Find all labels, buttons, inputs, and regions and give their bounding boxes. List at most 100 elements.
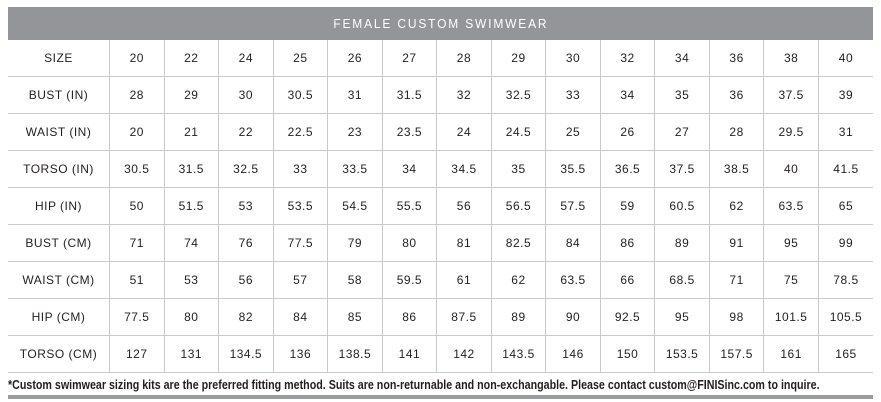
table-cell: 95 xyxy=(763,224,819,262)
table-row: WAIST (IN) 20 21 22 22.5 23 23.5 24 24.5 25 26 27 28… xyxy=(8,113,873,151)
table-cell: 51.5 xyxy=(164,187,220,225)
table-cell: 37.5 xyxy=(654,150,710,188)
table-cell: 24 xyxy=(218,40,274,77)
table-cell: 146 xyxy=(545,335,601,373)
table-cell: 143.5 xyxy=(491,335,547,373)
footnote: *Custom swimwear sizing kits are the pre… xyxy=(8,378,820,392)
table-cell: 105.5 xyxy=(818,298,873,336)
table-cell: 77.5 xyxy=(273,224,329,262)
table-cell: 33.5 xyxy=(327,150,383,188)
table-cell: 29 xyxy=(164,76,220,114)
table-cell: 153.5 xyxy=(654,335,710,373)
table-cell: 20 xyxy=(109,40,165,77)
table-cell: 57.5 xyxy=(545,187,601,225)
table-cell: 91 xyxy=(709,224,765,262)
table-cell: 71 xyxy=(109,224,165,262)
table-cell: 134.5 xyxy=(218,335,274,373)
table-cell: 90 xyxy=(545,298,601,336)
table-cell: 84 xyxy=(545,224,601,262)
table-cell: 78.5 xyxy=(818,261,873,299)
table-cell: 82.5 xyxy=(491,224,547,262)
table-cell: 31 xyxy=(818,113,873,151)
sizing-table: SIZE 20 22 24 25 26 27 28 29 30 32 34 36 38 40 BUST (IN… xyxy=(8,40,873,373)
row-label: BUST (CM) xyxy=(8,224,110,262)
table-cell: 27 xyxy=(654,113,710,151)
table-cell: 53 xyxy=(164,261,220,299)
table-cell: 31.5 xyxy=(382,76,438,114)
table-row: BUST (IN) 28 29 30 30.5 31 31.5 32 32.5 33 34 35 36 3… xyxy=(8,76,873,114)
table-cell: 101.5 xyxy=(763,298,819,336)
table-cell: 36.5 xyxy=(600,150,656,188)
table-cell: 82 xyxy=(218,298,274,336)
table-cell: 95 xyxy=(654,298,710,336)
table-cell: 32.5 xyxy=(218,150,274,188)
table-cell: 24.5 xyxy=(491,113,547,151)
table-row: TORSO (IN) 30.5 31.5 32.5 33 33.5 34 34.5 35 35.5… xyxy=(8,150,873,188)
table-cell: 29 xyxy=(491,40,547,77)
table-cell: 28 xyxy=(709,113,765,151)
table-cell: 62 xyxy=(491,261,547,299)
table-cell: 34.5 xyxy=(436,150,492,188)
table-cell: 62 xyxy=(709,187,765,225)
table-cell: 56 xyxy=(436,187,492,225)
table-cell: 80 xyxy=(164,298,220,336)
table-title: FEMALE CUSTOM SWIMWEAR xyxy=(332,16,549,31)
row-label: TORSO (IN) xyxy=(8,150,110,188)
table-cell: 38.5 xyxy=(709,150,765,188)
table-cell: 57 xyxy=(273,261,329,299)
table-cell: 35 xyxy=(491,150,547,188)
table-cell: 165 xyxy=(818,335,873,373)
table-cell: 74 xyxy=(164,224,220,262)
table-cell: 85 xyxy=(327,298,383,336)
table-cell: 31 xyxy=(327,76,383,114)
table-cell: 138.5 xyxy=(327,335,383,373)
table-cell: 89 xyxy=(491,298,547,336)
table-cell: 141 xyxy=(382,335,438,373)
table-cell: 86 xyxy=(382,298,438,336)
table-cell: 22 xyxy=(218,113,274,151)
table-cell: 27 xyxy=(382,40,438,77)
table-cell: 33 xyxy=(545,76,601,114)
table-cell: 60.5 xyxy=(654,187,710,225)
table-cell: 32 xyxy=(600,40,656,77)
table-cell: 36 xyxy=(709,40,765,77)
table-cell: 80 xyxy=(382,224,438,262)
table-cell: 34 xyxy=(382,150,438,188)
table-cell: 35.5 xyxy=(545,150,601,188)
table-cell: 30 xyxy=(545,40,601,77)
table-cell: 84 xyxy=(273,298,329,336)
table-cell: 40 xyxy=(763,150,819,188)
table-cell: 26 xyxy=(600,113,656,151)
table-cell: 28 xyxy=(436,40,492,77)
table-cell: 54.5 xyxy=(327,187,383,225)
table-cell: 63.5 xyxy=(545,261,601,299)
table-cell: 68.5 xyxy=(654,261,710,299)
table-cell: 58 xyxy=(327,261,383,299)
table-cell: 23 xyxy=(327,113,383,151)
table-row: SIZE 20 22 24 25 26 27 28 29 30 32 34 36 38 40 xyxy=(8,40,873,77)
table-cell: 25 xyxy=(273,40,329,77)
table-row: WAIST (CM) 51 53 56 57 58 59.5 61 62 63.5 66 68.5 71… xyxy=(8,261,873,299)
table-cell: 53 xyxy=(218,187,274,225)
table-cell: 22.5 xyxy=(273,113,329,151)
bottom-divider xyxy=(8,395,873,399)
table-cell: 157.5 xyxy=(709,335,765,373)
table-cell: 25 xyxy=(545,113,601,151)
table-cell: 89 xyxy=(654,224,710,262)
table-row: HIP (IN) 50 51.5 53 53.5 54.5 55.5 56 56.5 57.5 59… xyxy=(8,187,873,225)
table-cell: 38 xyxy=(763,40,819,77)
table-cell: 56.5 xyxy=(491,187,547,225)
sizing-chart: FEMALE CUSTOM SWIMWEAR SIZE 20 22 24 25 26 27 2… xyxy=(8,7,873,399)
table-cell: 40 xyxy=(818,40,873,77)
table-cell: 41.5 xyxy=(818,150,873,188)
table-cell: 29.5 xyxy=(763,113,819,151)
table-cell: 34 xyxy=(654,40,710,77)
table-cell: 87.5 xyxy=(436,298,492,336)
table-cell: 98 xyxy=(709,298,765,336)
table-cell: 30.5 xyxy=(109,150,165,188)
table-cell: 30 xyxy=(218,76,274,114)
table-cell: 81 xyxy=(436,224,492,262)
table-cell: 21 xyxy=(164,113,220,151)
table-cell: 20 xyxy=(109,113,165,151)
